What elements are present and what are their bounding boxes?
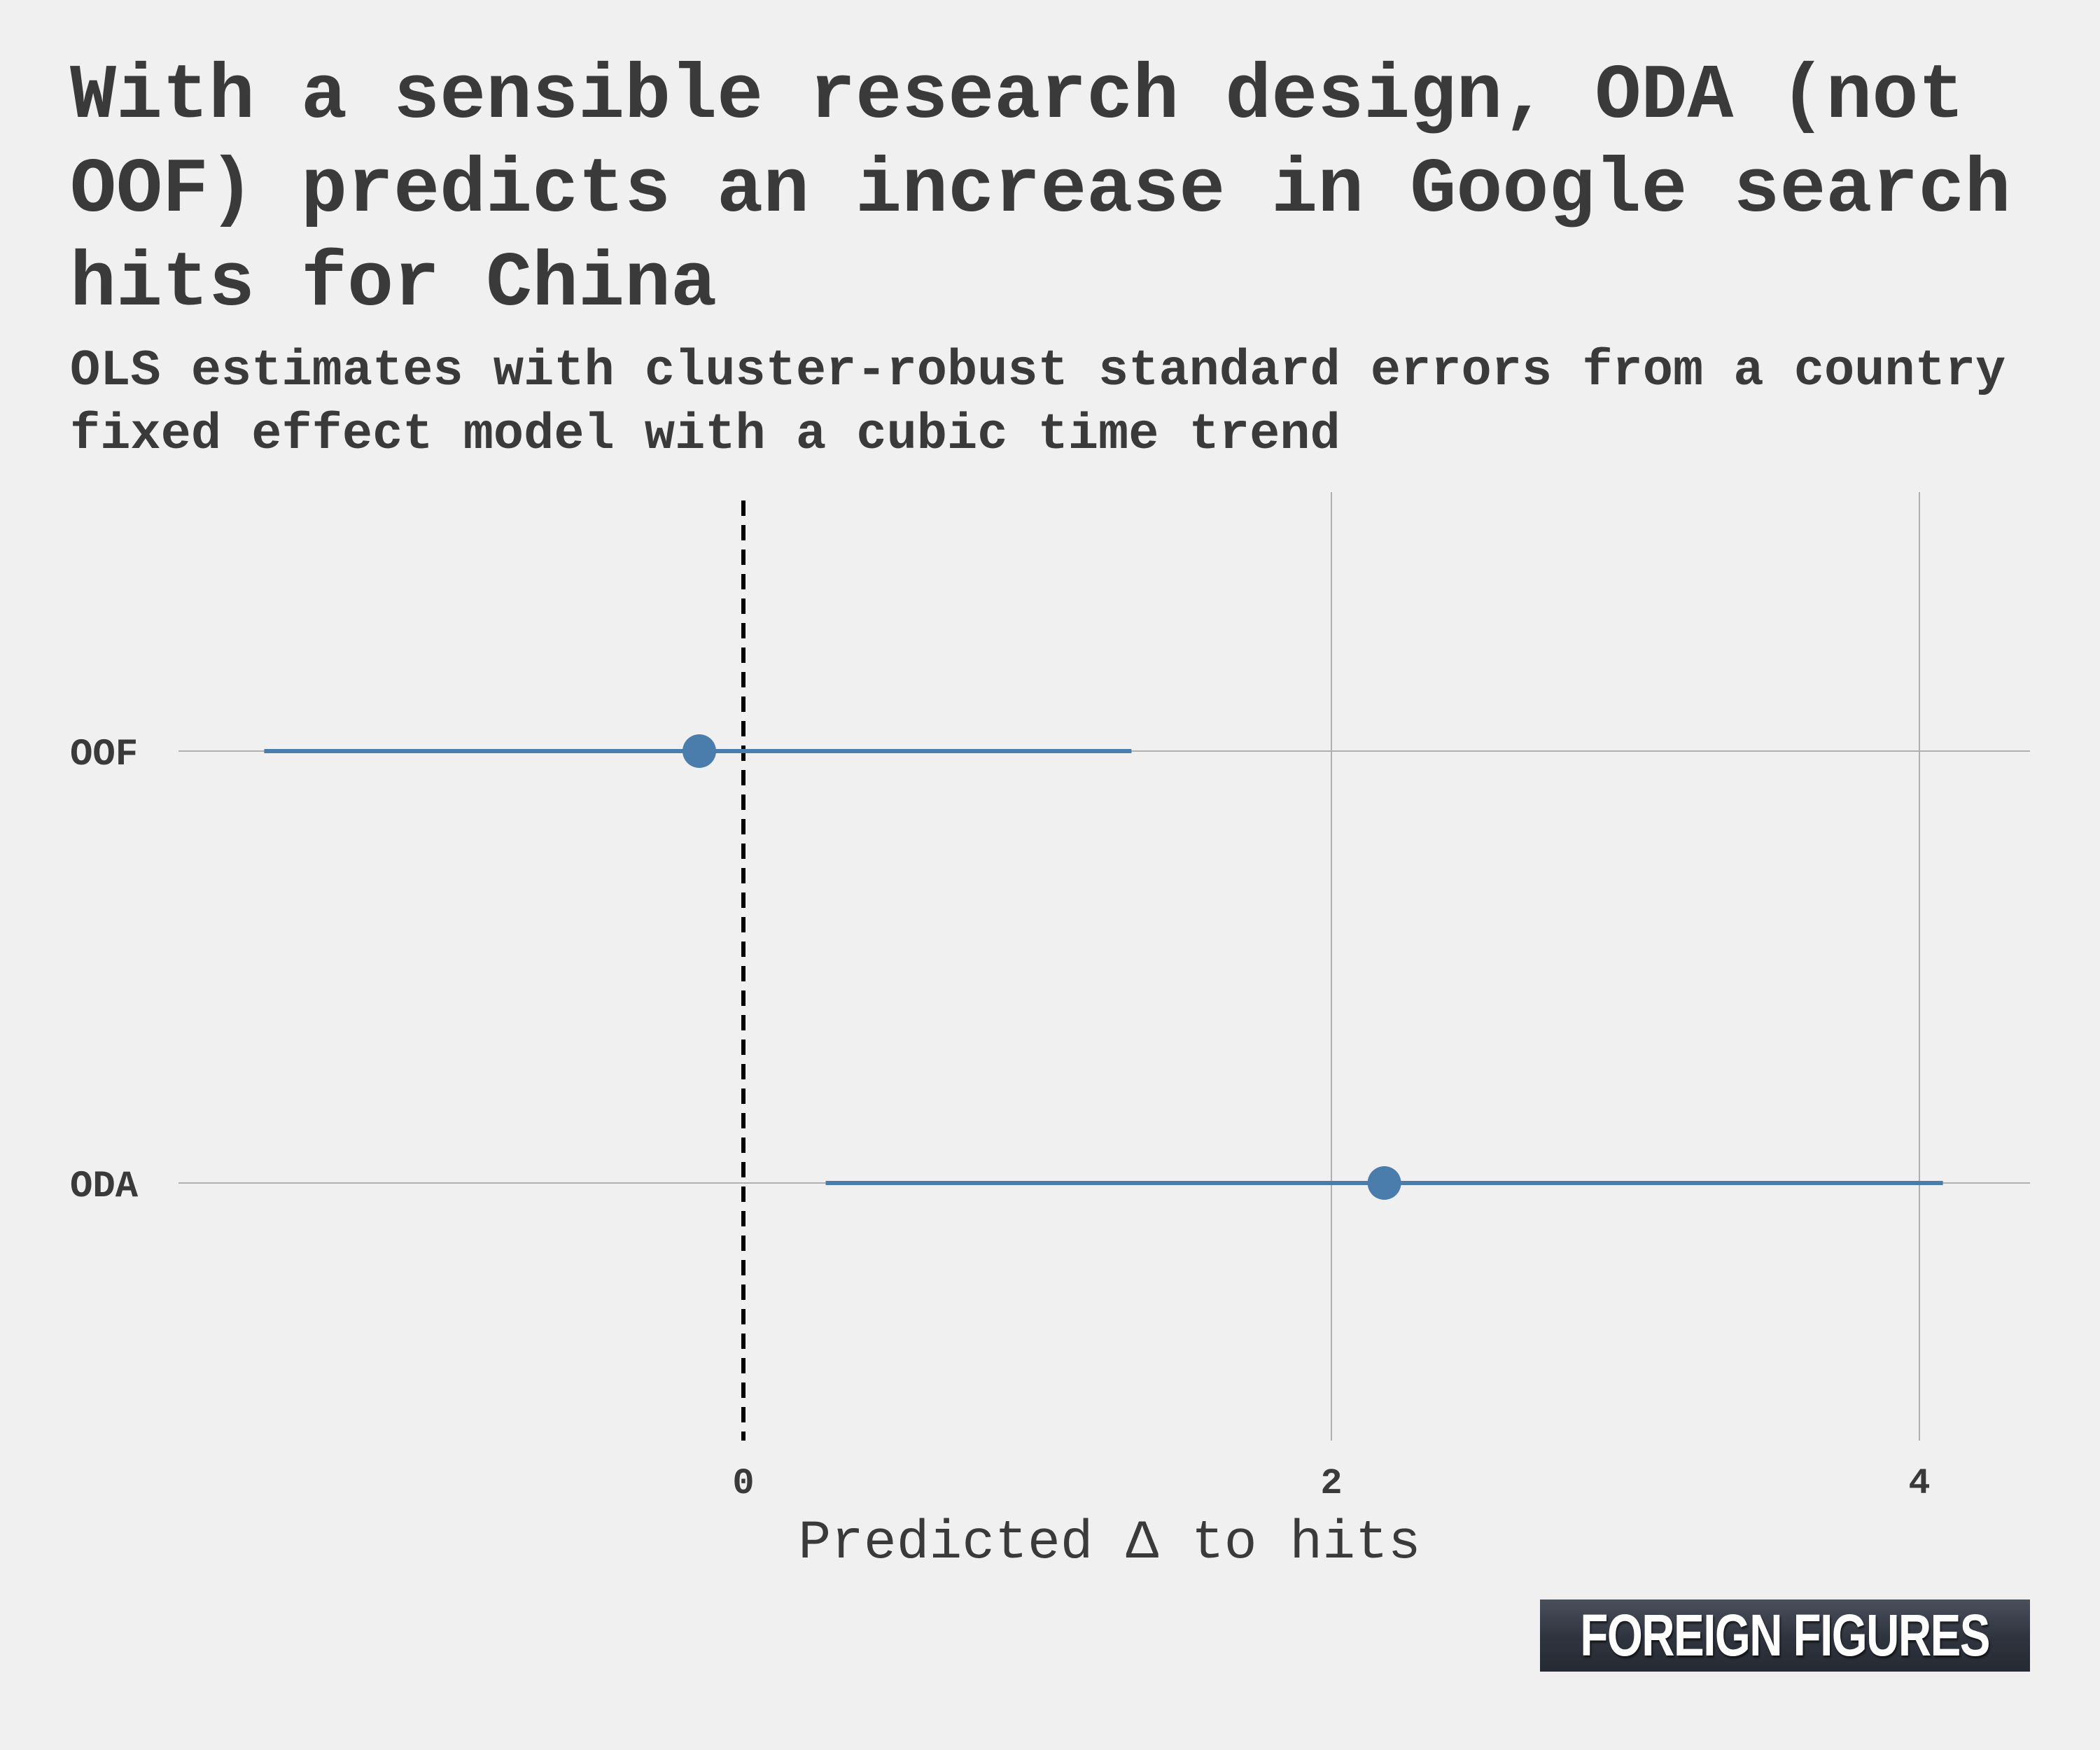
x-tick-label: 4 (1908, 1463, 1930, 1504)
chart-title: With a sensible research design, ODA (no… (70, 53, 2011, 328)
marks-layer (264, 500, 1943, 1441)
chart-subtitle: OLS estimates with cluster-robust standa… (70, 342, 2006, 463)
grid-layer (178, 492, 2030, 1441)
x-tick-label: 0 (732, 1463, 754, 1504)
y-tick-label: OOF (70, 734, 138, 776)
x-axis-label: Predicted Δ to hits (798, 1513, 1420, 1574)
x-tick-label: 2 (1320, 1463, 1342, 1504)
brand-logo: FOREIGN FIGURES (1540, 1600, 2030, 1672)
text-layer: 0 2 4 OOF ODA (70, 734, 1931, 1504)
y-tick-label: ODA (70, 1166, 139, 1208)
brand-text: FOREIGN FIGURES (1580, 1602, 1991, 1668)
point-estimate-oof (682, 734, 716, 768)
point-estimate-oda (1367, 1166, 1401, 1200)
